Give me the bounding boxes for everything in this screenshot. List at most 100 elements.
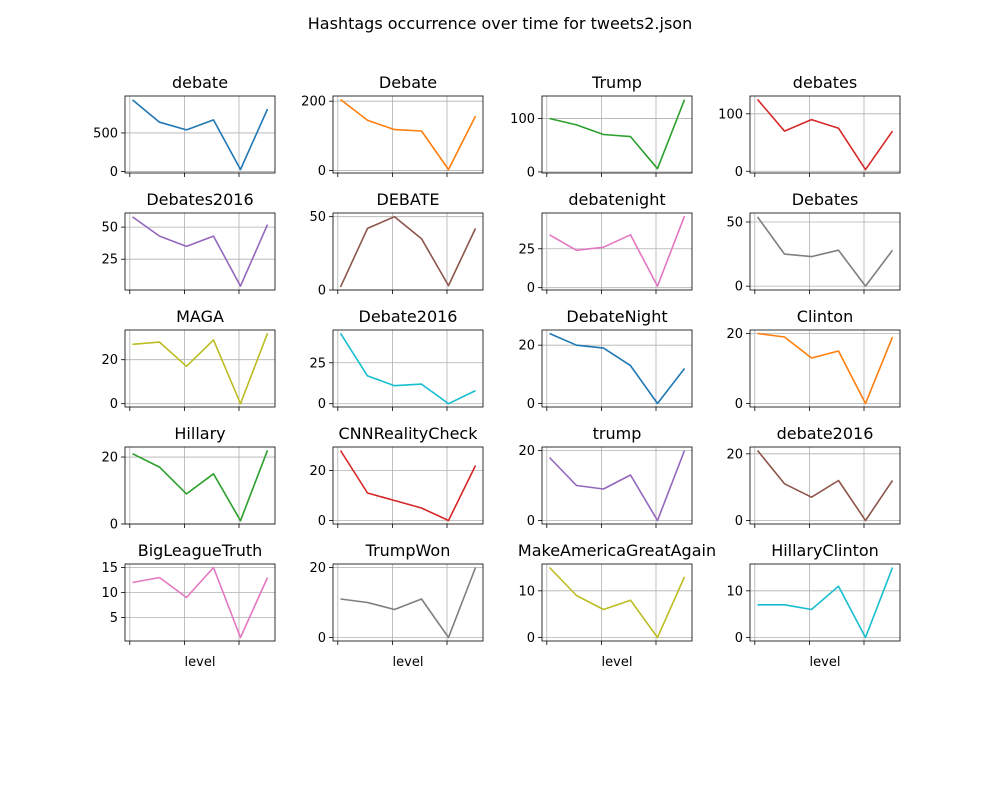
y-tick-label: 0 [735,165,743,180]
subplot-Clinton: 0 20 Clinton [726,307,901,412]
y-tick-label: 50 [101,221,118,236]
y-tick-label: 200 [301,95,326,110]
figure-title: Hashtags occurrence over time for tweets… [307,14,693,33]
subplot-debatenight: 0 25 debatenight [518,190,693,296]
series-line-MakeAmericaGreatAgain [548,566,686,639]
subplot-title: Debate2016 [359,307,458,326]
y-tick-label: 10 [518,584,535,599]
subplot-title: CNNRealityCheck [338,424,478,443]
y-tick-label: 20 [101,451,118,466]
y-tick-label: 20 [309,561,326,576]
subplot-debates: 0 100 debates [718,73,901,180]
axes-frame [124,563,276,642]
subplot-title: Trump [591,73,642,92]
subplot-title: MakeAmericaGreatAgain [518,541,716,560]
subplot-title: MAGA [176,307,224,326]
subplot-debate2016: 0 20 debate2016 [726,424,901,529]
y-tick-label: 0 [735,514,743,529]
y-tick-label: 100 [510,112,535,127]
y-tick-label: 0 [527,165,535,180]
series-line-BigLeagueTruth [132,566,269,639]
y-tick-label: 0 [318,514,326,529]
y-tick-label: 0 [318,397,326,412]
y-tick-label: 0 [110,518,118,533]
axes-frame [749,563,901,642]
subplot-Debates: 0 50 Debates [726,190,901,295]
series-line-Debate2016 [339,332,476,405]
axes-frame [749,329,901,408]
subplot-MakeAmericaGreatAgain: 0 10 MakeAmericaGreatAgain level [518,541,716,670]
y-tick-label: 50 [309,210,326,225]
series-line-TrumpWon [340,567,477,639]
subplot-title: HillaryClinton [771,541,879,560]
axes-frame [749,212,901,291]
y-tick-label: 100 [718,107,743,122]
x-axis-label: level [185,655,216,670]
subplot-title: debates [793,73,857,92]
y-tick-label: 10 [726,584,743,599]
subplot-title: Clinton [797,307,853,326]
axes-frame [332,446,484,525]
series-line-Debates [756,216,894,287]
y-tick-label: 0 [110,165,118,180]
series-line-Debates2016 [132,216,269,287]
y-tick-label: 20 [101,353,118,368]
subplot-title: DEBATE [377,190,440,209]
subplot-DEBATE: 0 50 DEBATE [309,190,484,299]
axes-frame [332,95,484,174]
subplot-MAGA: 0 20 MAGA [101,307,276,412]
y-tick-label: 50 [726,215,743,230]
subplot-title: Hillary [174,424,225,443]
axes-frame [541,446,693,525]
y-tick-label: 20 [518,339,535,354]
y-tick-label: 20 [309,464,326,479]
subplot-Debate: 0 200 Debate [301,73,484,179]
y-tick-label: 0 [527,397,535,412]
series-line-Clinton [757,332,894,405]
axes-frame [332,563,484,642]
axes-frame [332,212,484,291]
y-tick-label: 0 [735,397,743,412]
subplot-Trump: 0 100 Trump [510,73,693,180]
y-tick-label: 0 [735,280,743,295]
series-line-DebateNight [549,332,686,405]
subplot-title: DebateNight [566,307,667,326]
y-tick-label: 0 [527,281,535,296]
axes-frame [541,212,693,291]
x-axis-label: level [810,655,841,670]
y-tick-label: 20 [726,327,743,342]
series-line-debate2016 [756,449,894,522]
axes-frame [541,563,693,642]
subplot-trump: 0 20 trump [518,424,693,529]
subplot-title: debate [172,73,228,92]
y-tick-label: 0 [527,514,535,529]
y-tick-label: 0 [110,397,118,412]
subplot-title: debatenight [568,190,665,209]
series-line-HillaryClinton [757,567,894,639]
subplot-Hillary: 0 20 Hillary [101,424,276,533]
axes-frame [332,329,484,408]
y-tick-label: 0 [318,631,326,646]
y-tick-label: 15 [101,561,118,576]
axes-frame [541,95,693,174]
subplot-title: TrumpWon [365,541,451,560]
axes-frame [124,95,276,174]
series-line-MAGA [132,333,269,405]
y-tick-label: 0 [735,631,743,646]
subplot-debate: 0 500 debate [93,73,276,180]
x-axis-label: level [602,655,633,670]
subplot-title: debate2016 [777,424,874,443]
x-axis-label: level [393,655,424,670]
subplot-BigLeagueTruth: 5 10 15 BigLeagueTruth level [101,541,276,670]
y-tick-label: 0 [318,164,326,179]
subplot-title: Debates [792,190,859,209]
axes-frame [124,446,276,525]
subplot-title: trump [593,424,642,443]
axes-frame [749,446,901,525]
subplot-title: Debates2016 [146,190,253,209]
axes-frame [124,212,276,291]
y-tick-label: 20 [726,447,743,462]
subplot-title: BigLeagueTruth [138,541,263,560]
series-line-trump [548,450,686,522]
